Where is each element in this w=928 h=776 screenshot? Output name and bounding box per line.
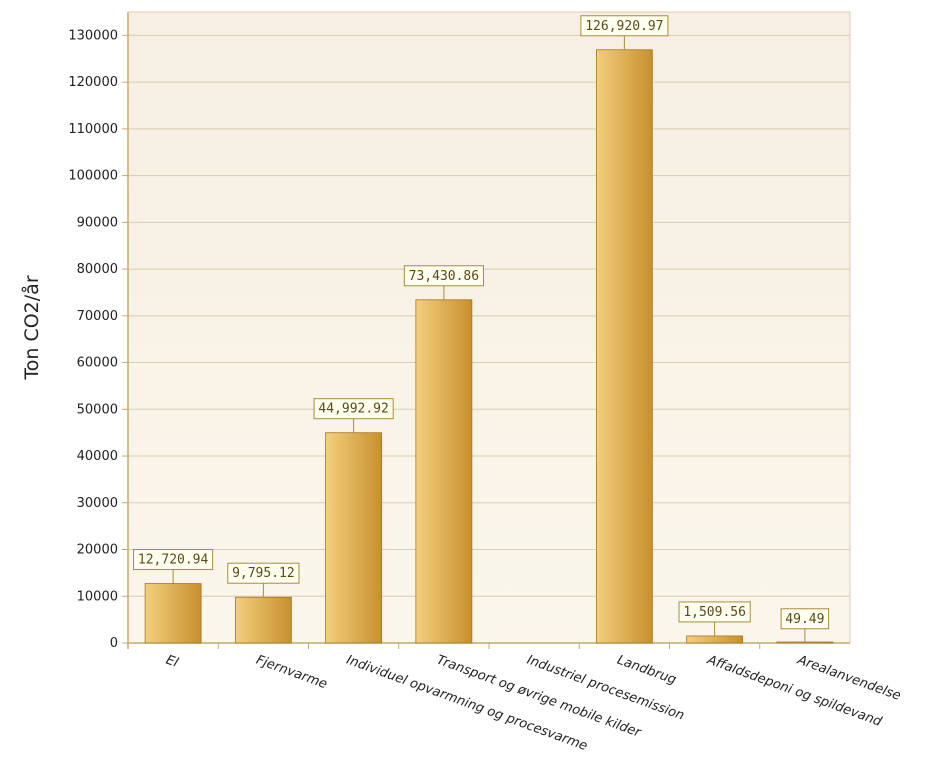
data-label: 12,720.94 (138, 553, 209, 568)
y-tick-label: 70000 (77, 309, 118, 324)
axes: 0 10000 20000 30000 40000 50000 60000 70000 8000… (68, 11, 851, 651)
data-label: 44,992.92 (318, 402, 388, 417)
data-label-box (133, 549, 214, 571)
y-tick-label: 110000 (68, 122, 118, 137)
bar-1 (234, 596, 292, 644)
bar-6 (686, 635, 744, 644)
y-tick-label: 20000 (77, 543, 118, 558)
data-label: 49.49 (785, 612, 824, 627)
y-tick-label: 120000 (68, 75, 118, 90)
bar-5 (595, 49, 653, 644)
bar-3 (415, 299, 473, 644)
category-labels: El Fjernvarme Individuel opvarmning og pro… (164, 652, 903, 754)
y-tick-label: 0 (110, 636, 118, 651)
y-tick-label: 130000 (68, 28, 118, 43)
data-label-box (580, 15, 669, 37)
y-tick-label: 100000 (68, 169, 118, 184)
data-label-box (678, 601, 751, 623)
bars (144, 49, 834, 644)
data-label-box (313, 398, 394, 420)
data-label: 73,430.86 (409, 269, 479, 284)
y-tick-label: 10000 (77, 589, 118, 604)
data-label: 1,509.56 (683, 605, 746, 620)
data-label-box (403, 265, 484, 287)
data-label: 126,920.97 (585, 19, 663, 34)
data-label: 9,795.12 (232, 566, 295, 581)
x-tick-label: El (164, 653, 181, 671)
y-axis-title: Ton CO2/år (20, 275, 43, 380)
bar-0 (144, 583, 202, 644)
x-tick-label: Affaldsdeponi og spildevand (704, 652, 884, 730)
bar-2 (325, 432, 383, 644)
y-tick-label: 80000 (77, 262, 118, 277)
data-label-box (780, 608, 830, 630)
y-tick-label: 90000 (77, 215, 118, 230)
y-tick-label: 30000 (77, 496, 118, 511)
data-labels: 12,720.94 9,795.12 44,992.92 73,430.86 126,9… (133, 15, 830, 643)
data-label-box (227, 562, 300, 584)
plot-area (128, 12, 850, 643)
gridlines (128, 34, 850, 597)
x-tick-label: Landbrug (615, 653, 678, 688)
y-tick-label: 40000 (77, 449, 118, 464)
x-tick-label: Fjernvarme (254, 653, 329, 693)
y-tick-label: 50000 (77, 402, 118, 417)
y-tick-label: 60000 (77, 356, 118, 371)
